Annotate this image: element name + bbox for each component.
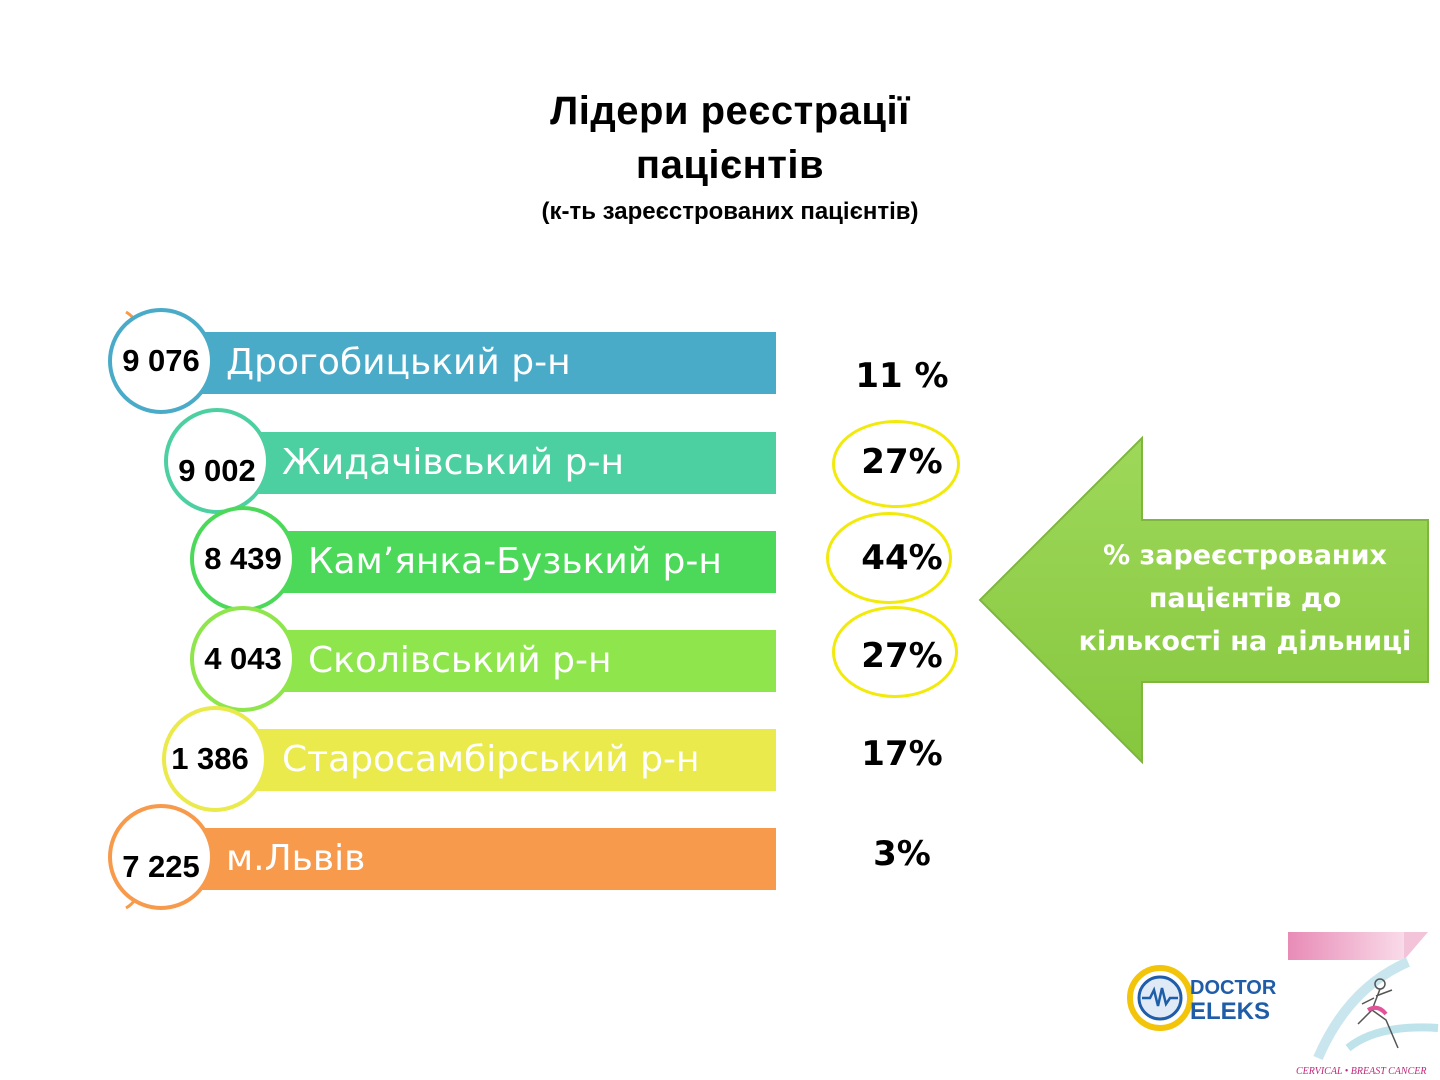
callout-text: % зареєстрованих пацієнтів до кількості … [1060, 534, 1430, 663]
emblem-caption: CERVICAL • BREAST CANCER [1296, 1066, 1427, 1077]
district-label: м.Львів [226, 838, 366, 879]
bar-row-4 [240, 630, 776, 692]
doctor-eleks-logo-icon [1127, 965, 1193, 1031]
count-bubble: 8 439 [190, 506, 296, 612]
count-bubble: 9 002 [164, 408, 270, 514]
subtitle: (к-ть зареєстрованих пацієнтів) [541, 198, 919, 225]
percent-value: 44% [861, 538, 943, 578]
cancer-awareness-emblem-icon [1288, 932, 1439, 1060]
doctor-eleks-wordmark: DOCTOR ELEKS [1190, 976, 1276, 1024]
title-line-2: пацієнтів [635, 143, 825, 187]
district-label: Дрогобицький р-н [226, 342, 571, 383]
district-label: Сколівський р-н [308, 640, 612, 681]
district-label: Жидачівський р-н [282, 442, 624, 483]
percent-value: 27% [861, 636, 943, 676]
logo-line-1: DOCTOR [1190, 977, 1277, 999]
bar-row-6 [160, 828, 776, 890]
highlight-ring [826, 512, 952, 604]
district-label: Старосамбірський р-н [282, 739, 700, 780]
count-bubble: 9 076 [108, 308, 214, 414]
count-bubble: 4 043 [190, 606, 296, 712]
bar-row-2 [216, 432, 776, 494]
highlight-ring [832, 420, 960, 508]
percent-value: 11 % [855, 356, 949, 396]
percent-value: 27% [861, 442, 943, 482]
callout-line-1: % зареєстрованих [1103, 540, 1387, 571]
title-line-1: Лідери реєстрації [550, 89, 910, 133]
callout-line-3: кількості на дільниці [1078, 626, 1412, 657]
count-bubble: 1 386 [162, 706, 268, 812]
percent-value: 17% [861, 734, 943, 774]
count-bubble: 7 225 [108, 804, 214, 910]
bar-row-5 [216, 729, 776, 791]
bar-row-1 [160, 332, 776, 394]
callout-arrow [978, 435, 1429, 765]
percent-value: 3% [873, 834, 931, 874]
bar-row-3 [240, 531, 776, 593]
highlight-ring [832, 606, 958, 698]
slide-title: Лідери реєстрації пацієнтів (к-ть зареєс… [330, 84, 1130, 230]
district-label: Кам’янка-Бузький р-н [308, 541, 722, 582]
callout-line-2: пацієнтів до [1148, 583, 1342, 614]
logo-line-2: ELEKS [1190, 998, 1271, 1025]
